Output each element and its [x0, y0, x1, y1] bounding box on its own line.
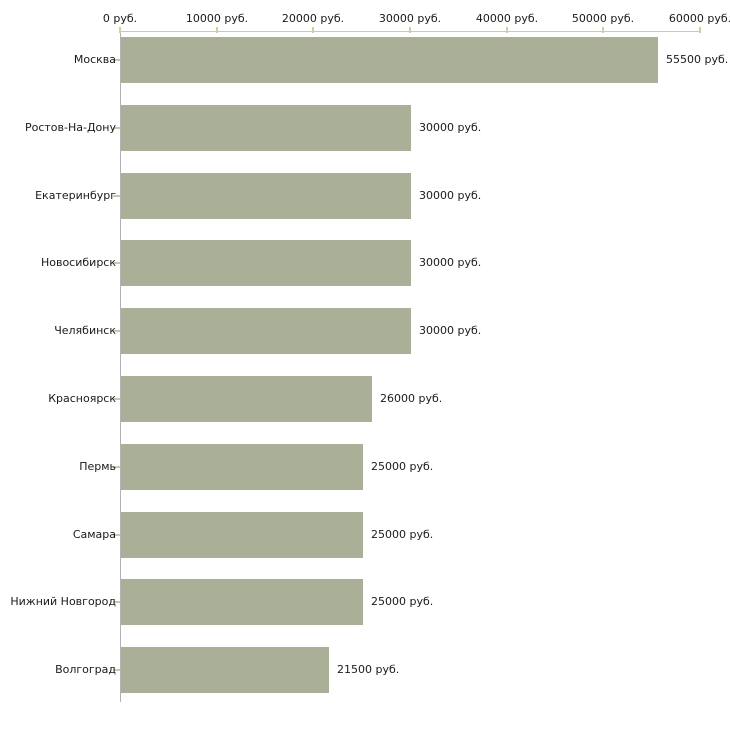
x-tick-mark — [312, 27, 314, 33]
category-tick-mark — [113, 534, 120, 536]
value-label: 55500 руб. — [666, 53, 729, 66]
category-label: Челябинск — [54, 324, 116, 337]
category-label: Ростов-На-Дону — [24, 121, 116, 134]
x-tick-mark — [216, 27, 218, 33]
bar-Нижний Новгород — [121, 579, 363, 625]
category-tick-mark — [113, 59, 120, 61]
y-axis-line — [120, 31, 121, 702]
value-label: 25000 руб. — [371, 460, 434, 473]
category-label: Красноярск — [48, 392, 116, 405]
category-label: Волгоград — [55, 663, 116, 676]
value-label: 26000 руб. — [380, 392, 443, 405]
x-tick-mark — [409, 27, 411, 33]
bar-Самара — [121, 512, 363, 558]
x-tick-label: 30000 руб. — [378, 12, 442, 25]
x-tick-label: 40000 руб. — [475, 12, 539, 25]
category-label: Екатеринбург — [35, 189, 116, 202]
bar-Пермь — [121, 444, 363, 490]
category-tick-mark — [113, 398, 120, 400]
category-tick-mark — [113, 601, 120, 603]
value-label: 25000 руб. — [371, 528, 434, 541]
category-label: Самара — [72, 528, 116, 541]
bar-Ростов-На-Дону — [121, 105, 411, 151]
x-tick-label: 0 руб. — [102, 12, 138, 25]
value-label: 30000 руб. — [419, 256, 482, 269]
bar-Москва — [121, 37, 658, 83]
bar-Челябинск — [121, 308, 411, 354]
category-label: Нижний Новгород — [10, 595, 116, 608]
value-label: 30000 руб. — [419, 121, 482, 134]
bar-Красноярск — [121, 376, 372, 422]
category-tick-mark — [113, 262, 120, 264]
value-label: 25000 руб. — [371, 595, 434, 608]
x-tick-label: 50000 руб. — [571, 12, 635, 25]
category-label: Москва — [73, 53, 116, 66]
value-label: 30000 руб. — [419, 189, 482, 202]
category-tick-mark — [113, 195, 120, 197]
value-label: 30000 руб. — [419, 324, 482, 337]
bar-Волгоград — [121, 647, 329, 693]
bar-Новосибирск — [121, 240, 411, 286]
x-tick-label: 20000 руб. — [281, 12, 345, 25]
x-tick-mark — [506, 27, 508, 33]
x-tick-mark — [602, 27, 604, 33]
x-tick-label: 60000 руб. — [668, 12, 730, 25]
category-label: Новосибирск — [40, 256, 116, 269]
bar-Екатеринбург — [121, 173, 411, 219]
x-tick-mark — [119, 27, 121, 33]
category-tick-mark — [113, 330, 120, 332]
category-tick-mark — [113, 127, 120, 129]
category-tick-mark — [113, 669, 120, 671]
category-label: Пермь — [79, 460, 116, 473]
category-tick-mark — [113, 466, 120, 468]
x-tick-label: 10000 руб. — [185, 12, 249, 25]
value-label: 21500 руб. — [337, 663, 400, 676]
x-tick-mark — [699, 27, 701, 33]
